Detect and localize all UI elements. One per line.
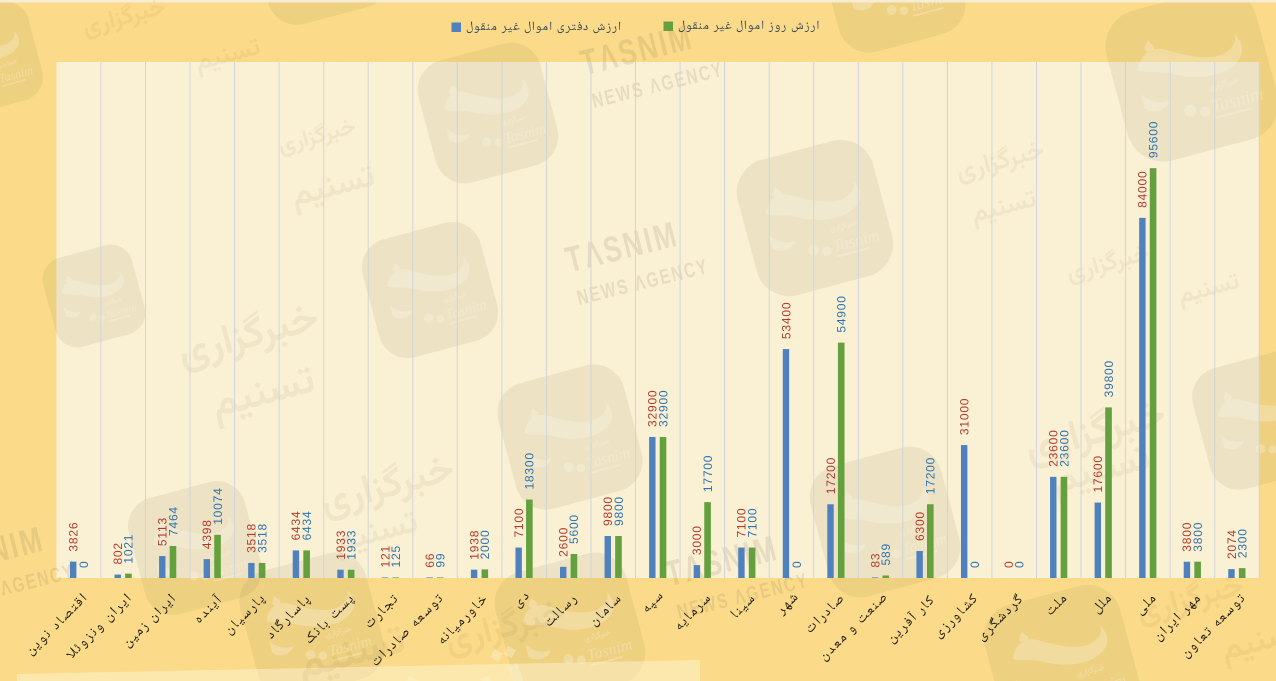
svg-text:589: 589 xyxy=(879,543,893,565)
svg-text:17700: 17700 xyxy=(701,455,715,492)
svg-text:2300: 2300 xyxy=(1235,528,1249,558)
svg-text:84000: 84000 xyxy=(1136,171,1150,208)
svg-text:2000: 2000 xyxy=(478,530,492,560)
svg-text:9800: 9800 xyxy=(601,496,615,526)
svg-text:125: 125 xyxy=(389,545,403,567)
svg-text:7464: 7464 xyxy=(166,506,180,536)
svg-text:54900: 54900 xyxy=(835,295,849,332)
svg-text:5113: 5113 xyxy=(156,517,170,546)
svg-text:3518: 3518 xyxy=(245,523,259,553)
svg-text:18300: 18300 xyxy=(523,452,537,489)
svg-text:3800: 3800 xyxy=(1180,522,1194,552)
svg-text:3826: 3826 xyxy=(66,522,80,552)
svg-text:121: 121 xyxy=(378,545,392,567)
svg-text:0: 0 xyxy=(968,561,982,568)
svg-text:32900: 32900 xyxy=(646,390,660,427)
svg-text:6434: 6434 xyxy=(289,511,303,541)
svg-text:23600: 23600 xyxy=(1047,429,1061,466)
svg-text:3518: 3518 xyxy=(255,523,269,553)
svg-text:3800: 3800 xyxy=(1191,522,1205,552)
svg-text:0: 0 xyxy=(1002,561,1016,568)
svg-text:99: 99 xyxy=(434,553,448,568)
svg-text:7100: 7100 xyxy=(745,508,759,538)
svg-text:31000: 31000 xyxy=(957,398,971,435)
svg-text:66: 66 xyxy=(423,553,437,568)
svg-text:32900: 32900 xyxy=(656,390,670,427)
svg-text:5600: 5600 xyxy=(567,514,581,544)
svg-text:39800: 39800 xyxy=(1102,360,1116,397)
svg-text:1933: 1933 xyxy=(344,530,358,560)
svg-text:4398: 4398 xyxy=(200,519,214,549)
svg-text:95600: 95600 xyxy=(1146,121,1160,158)
svg-text:6300: 6300 xyxy=(913,511,927,541)
svg-text:17600: 17600 xyxy=(1091,455,1105,492)
svg-text:0: 0 xyxy=(1013,561,1027,568)
svg-text:1021: 1021 xyxy=(122,534,136,564)
svg-text:17200: 17200 xyxy=(924,457,938,494)
svg-text:1938: 1938 xyxy=(467,530,481,560)
svg-text:3000: 3000 xyxy=(690,525,704,555)
svg-text:0: 0 xyxy=(77,561,91,568)
svg-text:83: 83 xyxy=(868,553,882,568)
svg-text:17200: 17200 xyxy=(824,457,838,494)
svg-text:2600: 2600 xyxy=(557,527,571,557)
svg-text:7100: 7100 xyxy=(735,508,749,538)
svg-text:23600: 23600 xyxy=(1057,429,1071,466)
svg-text:53400: 53400 xyxy=(779,302,793,339)
svg-text:10074: 10074 xyxy=(211,487,225,524)
svg-text:6434: 6434 xyxy=(300,511,314,541)
svg-text:2074: 2074 xyxy=(1225,529,1239,559)
svg-text:0: 0 xyxy=(790,561,804,568)
svg-text:1933: 1933 xyxy=(334,530,348,560)
svg-text:802: 802 xyxy=(111,542,125,564)
svg-text:9800: 9800 xyxy=(612,496,626,526)
svg-text:7100: 7100 xyxy=(512,508,526,538)
